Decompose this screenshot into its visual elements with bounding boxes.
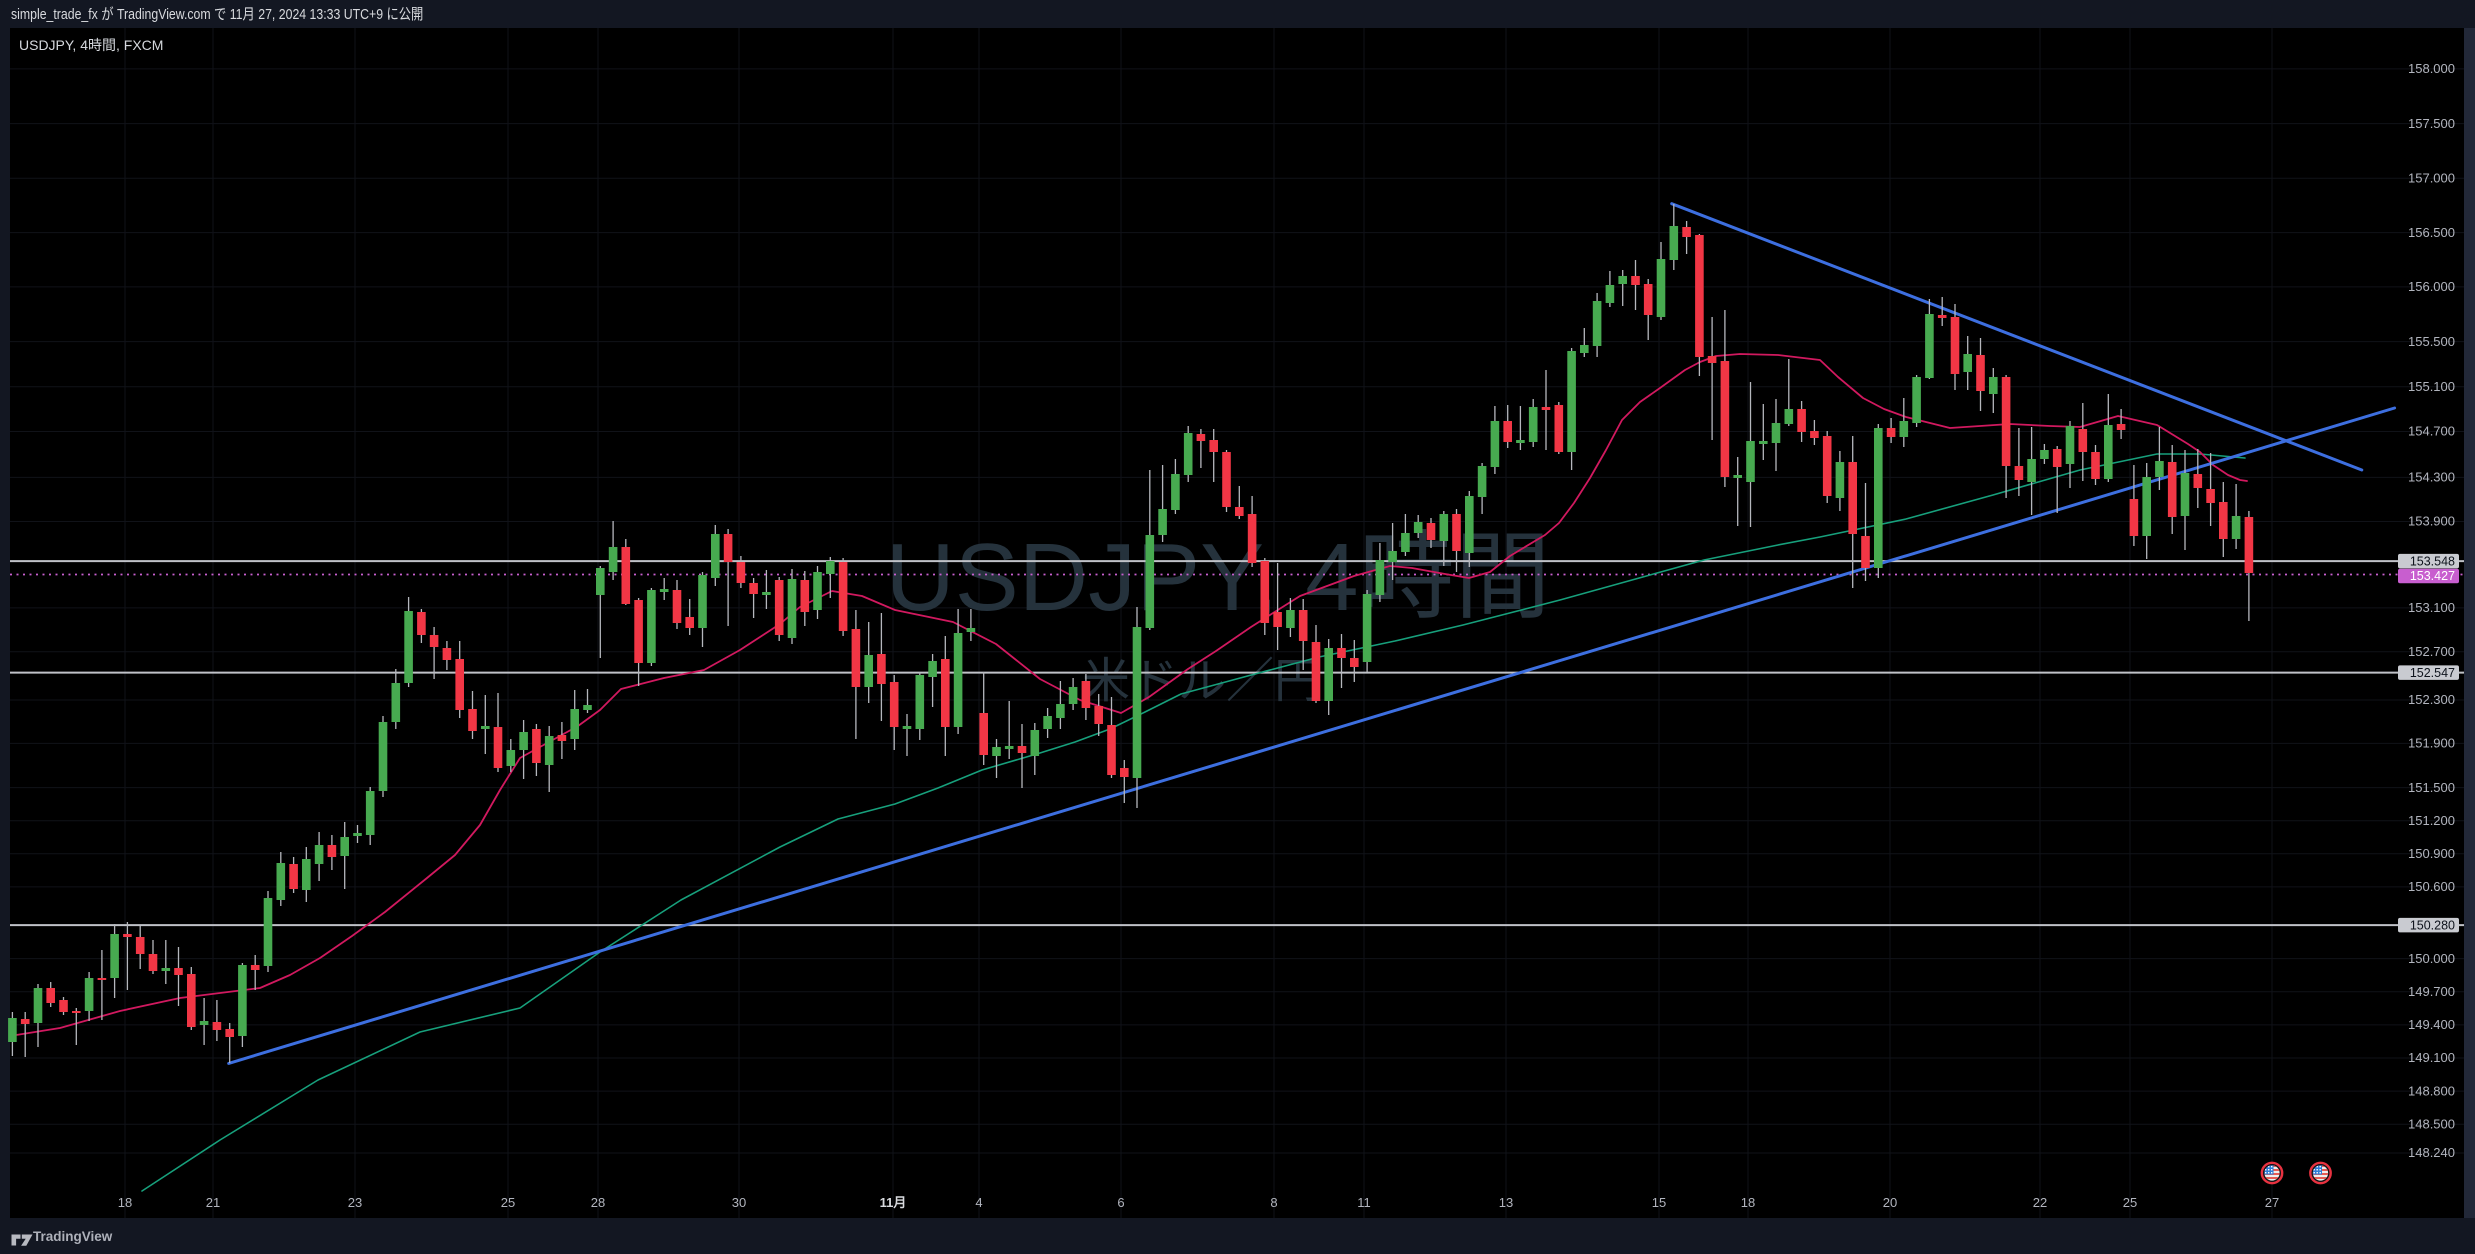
svg-text:21: 21: [206, 1195, 220, 1210]
svg-text:23: 23: [348, 1195, 362, 1210]
svg-text:155.500: 155.500: [2408, 334, 2455, 349]
svg-text:149.100: 149.100: [2408, 1050, 2455, 1065]
svg-text:30: 30: [732, 1195, 746, 1210]
svg-text:25: 25: [501, 1195, 515, 1210]
svg-text:148.240: 148.240: [2408, 1145, 2455, 1160]
svg-text:USDJPY, 4時間, FXCM: USDJPY, 4時間, FXCM: [19, 37, 163, 53]
svg-text:USDJPY, 4時間: USDJPY, 4時間: [885, 524, 1550, 631]
svg-text:156.000: 156.000: [2408, 279, 2455, 294]
svg-text:米ドル／円: 米ドル／円: [1082, 655, 1322, 708]
svg-text:4: 4: [975, 1195, 982, 1210]
svg-text:150.000: 150.000: [2408, 951, 2455, 966]
svg-text:151.900: 151.900: [2408, 736, 2455, 751]
svg-text:154.700: 154.700: [2408, 424, 2455, 439]
svg-text:158.000: 158.000: [2408, 61, 2455, 76]
svg-text:153.100: 153.100: [2408, 600, 2455, 615]
svg-text:18: 18: [118, 1195, 132, 1210]
svg-text:157.000: 157.000: [2408, 171, 2455, 186]
svg-text:11月: 11月: [880, 1195, 907, 1210]
svg-text:149.700: 149.700: [2408, 984, 2455, 999]
svg-text:28: 28: [591, 1195, 605, 1210]
svg-text:155.100: 155.100: [2408, 379, 2455, 394]
svg-text:149.400: 149.400: [2408, 1017, 2455, 1032]
svg-text:22: 22: [2033, 1195, 2047, 1210]
svg-text:152.700: 152.700: [2408, 644, 2455, 659]
svg-text:153.548: 153.548: [2410, 554, 2455, 568]
svg-text:15: 15: [1652, 1195, 1666, 1210]
svg-text:18: 18: [1741, 1195, 1755, 1210]
svg-text:150.900: 150.900: [2408, 846, 2455, 861]
svg-text:153.427: 153.427: [2410, 569, 2455, 583]
svg-text:154.300: 154.300: [2408, 470, 2455, 485]
svg-text:25: 25: [2123, 1195, 2137, 1210]
svg-text:27: 27: [2265, 1195, 2279, 1210]
svg-text:13: 13: [1499, 1195, 1513, 1210]
svg-text:150.600: 150.600: [2408, 879, 2455, 894]
svg-text:153.900: 153.900: [2408, 514, 2455, 529]
svg-text:6: 6: [1117, 1195, 1124, 1210]
svg-text:150.280: 150.280: [2410, 918, 2455, 932]
svg-text:11: 11: [1357, 1195, 1371, 1210]
svg-text:8: 8: [1270, 1195, 1277, 1210]
svg-text:148.800: 148.800: [2408, 1083, 2455, 1098]
svg-text:156.500: 156.500: [2408, 225, 2455, 240]
svg-text:20: 20: [1883, 1195, 1897, 1210]
svg-text:151.500: 151.500: [2408, 780, 2455, 795]
svg-text:157.500: 157.500: [2408, 116, 2455, 131]
svg-text:152.300: 152.300: [2408, 692, 2455, 707]
svg-text:152.547: 152.547: [2410, 666, 2455, 680]
svg-text:148.500: 148.500: [2408, 1116, 2455, 1131]
svg-text:151.200: 151.200: [2408, 813, 2455, 828]
